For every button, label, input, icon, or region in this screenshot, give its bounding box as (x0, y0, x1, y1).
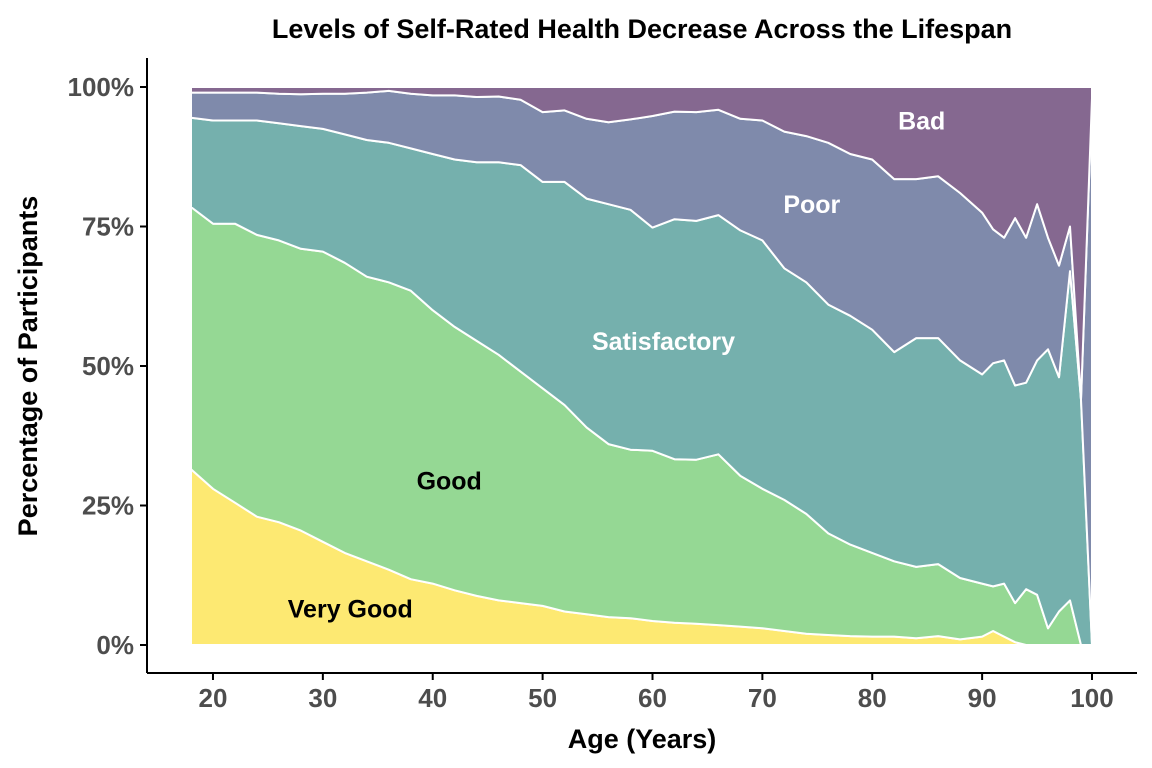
area-label-bad: Bad (898, 108, 945, 136)
y-axis-title: Percentage of Participants (13, 196, 43, 537)
y-axis: 0% 25% 50% 75% 100% (68, 58, 148, 673)
x-tick-label: 50 (528, 683, 557, 713)
area-label-good: Good (417, 467, 482, 495)
y-tick-label: 75% (82, 212, 134, 242)
area-label-satisfactory: Satisfactory (592, 328, 735, 356)
area-labels: Very Good Good Satisfactory Poor Bad (288, 108, 946, 624)
x-tick-label: 30 (308, 683, 337, 713)
x-tick-label: 100 (1070, 683, 1113, 713)
x-tick-label: 70 (748, 683, 777, 713)
x-tick-label: 40 (418, 683, 447, 713)
area-label-very-good: Very Good (288, 596, 413, 624)
y-tick-label: 25% (82, 491, 134, 521)
x-axis-title: Age (Years) (568, 724, 717, 754)
x-tick-label: 20 (199, 683, 228, 713)
x-tick-label: 60 (638, 683, 667, 713)
stacked-areas (190, 86, 1093, 646)
area-label-poor: Poor (783, 191, 840, 219)
chart-title: Levels of Self-Rated Health Decrease Acr… (272, 14, 1012, 44)
x-tick-label: 80 (858, 683, 887, 713)
y-tick-label: 100% (68, 72, 135, 102)
area-bad (190, 86, 1093, 401)
x-axis: 20 30 40 50 60 70 80 90 100 (147, 672, 1137, 713)
y-tick-label: 0% (96, 630, 134, 660)
y-tick-label: 50% (82, 351, 134, 381)
x-tick-label: 90 (968, 683, 997, 713)
